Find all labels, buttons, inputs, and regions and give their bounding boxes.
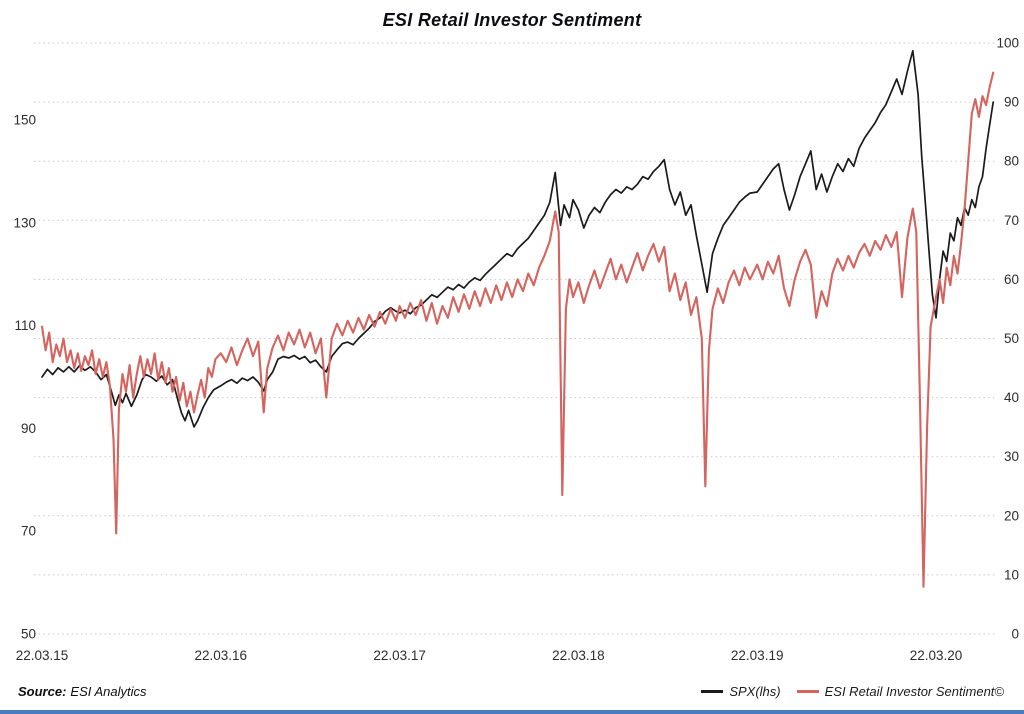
left-axis-tick-label: 70 <box>21 524 36 539</box>
x-axis-tick-label: 22.03.17 <box>373 648 426 663</box>
right-axis-tick-label: 80 <box>1004 154 1019 169</box>
legend-item-sentiment: ESI Retail Investor Sentiment© <box>796 684 1004 699</box>
chart-title: ESI Retail Investor Sentiment <box>382 10 642 30</box>
left-axis-tick-label: 130 <box>13 215 36 230</box>
right-axis-tick-label: 70 <box>1004 213 1019 228</box>
legend-label-spx: SPX(lhs) <box>729 684 781 699</box>
right-axis-tick-label: 20 <box>1004 508 1019 523</box>
left-axis-tick-label: 50 <box>21 627 36 642</box>
legend-label-sentiment: ESI Retail Investor Sentiment© <box>824 684 1004 699</box>
right-axis-tick-label: 90 <box>1004 95 1019 110</box>
source-label: Source: <box>18 684 67 699</box>
x-axis-tick-label: 22.03.15 <box>16 648 69 663</box>
bottom-accent-bar <box>0 710 1024 714</box>
x-axis-tick-label: 22.03.16 <box>195 648 248 663</box>
sentiment-line-swatch <box>796 690 819 693</box>
x-axis-tick-label: 22.03.18 <box>552 648 605 663</box>
right-axis-tick-label: 10 <box>1004 567 1019 582</box>
spx-line-series <box>41 49 995 428</box>
chart-legend: SPX(lhs) ESI Retail Investor Sentiment© <box>701 684 1004 699</box>
right-axis-tick-label: 60 <box>1004 272 1019 287</box>
right-axis-tick-label: 30 <box>1004 449 1019 464</box>
source-note: Source: ESI Analytics <box>18 684 147 699</box>
right-axis-tick-label: 40 <box>1004 390 1019 405</box>
spx-line-swatch <box>701 690 724 693</box>
x-axis-tick-label: 22.03.19 <box>731 648 784 663</box>
legend-item-spx: SPX(lhs) <box>701 684 781 699</box>
left-axis-tick-label: 110 <box>14 318 36 333</box>
right-axis-tick-label: 100 <box>996 36 1019 51</box>
left-axis-tick-label: 150 <box>13 113 36 128</box>
source-name: ESI Analytics <box>70 684 147 699</box>
sentiment-line-series <box>40 71 995 588</box>
right-axis-tick-label: 50 <box>1004 331 1019 346</box>
x-axis-tick-label: 22.03.20 <box>910 648 963 663</box>
right-axis-tick-label: 0 <box>1011 627 1019 642</box>
left-axis-tick-label: 90 <box>21 421 36 436</box>
